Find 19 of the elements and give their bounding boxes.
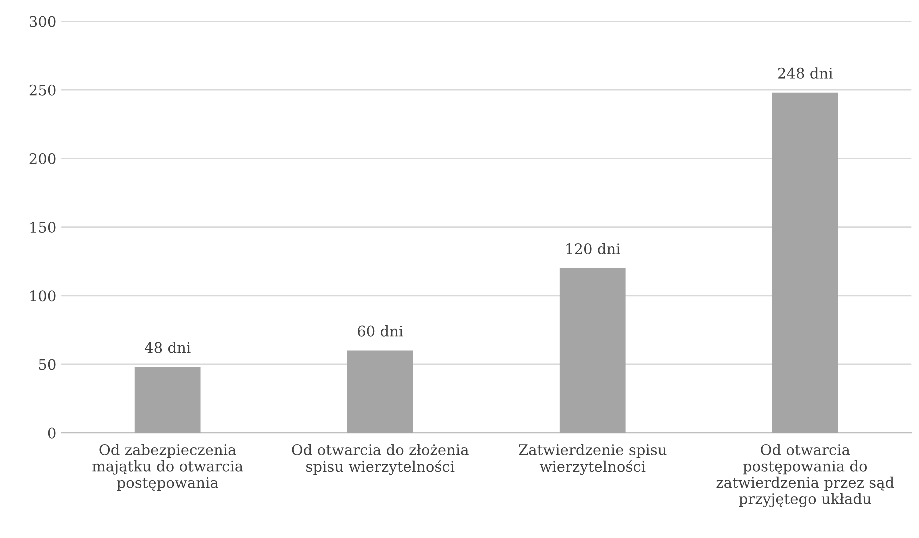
y-tick-label: 300 [30, 16, 56, 28]
y-tick-label: 0 [48, 428, 56, 439]
bar [347, 350, 414, 434]
x-tick-label: Zatwierdzenie spisu wierzytelności [519, 444, 667, 476]
data-label: 60 dni [358, 326, 404, 337]
data-label: 120 dni [566, 243, 620, 255]
bar [560, 268, 626, 434]
bar [772, 92, 838, 434]
y-tick-label: 50 [39, 359, 56, 370]
y-tick-label: 100 [30, 290, 56, 302]
y-tick-label: 150 [30, 222, 56, 234]
bar [134, 367, 201, 434]
data-label: 248 dni [778, 68, 833, 79]
data-label: 48 dni [144, 342, 191, 354]
y-tick-label: 200 [30, 153, 56, 164]
x-tick-label: Od zabezpieczenia majątku do otwarcia postępowania [92, 444, 244, 492]
y-tick-label: 250 [30, 84, 56, 96]
x-tick-label: Od otwarcia postępowania do zatwierdzenia przez sąd przyjętego układu [716, 444, 894, 508]
x-tick-label: Od otwarcia do złożenia spisu wierzytelności [292, 444, 469, 476]
